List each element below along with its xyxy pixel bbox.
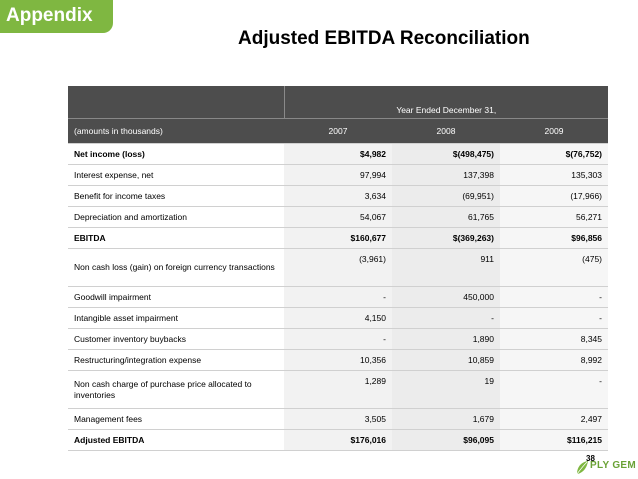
row-value: $(369,263)	[392, 227, 500, 249]
row-value: (3,961)	[284, 248, 392, 287]
row-value: 56,271	[500, 206, 609, 228]
row-label: Non cash loss (gain) on foreign currency…	[68, 248, 284, 287]
table-row: Net income (loss) $4,982 $(498,475) $(76,75…	[68, 143, 609, 165]
row-value: -	[284, 328, 392, 350]
row-value: -	[392, 307, 500, 329]
row-label: Benefit for income taxes	[68, 185, 284, 207]
table-row: EBITDA $160,677 $(369,263) $96,856	[68, 227, 609, 249]
table-row: Intangible asset impairment 4,150- -	[68, 307, 609, 329]
row-label: Goodwill impairment	[68, 286, 284, 308]
row-value: -	[284, 286, 392, 308]
table-header-top: Year Ended December 31,	[68, 86, 609, 119]
year-header: 2007	[284, 118, 392, 144]
table-row: Restructuring/integration expense 10,356 1…	[68, 349, 609, 371]
row-value: 4,150	[284, 307, 392, 329]
section-tab: Appendix	[0, 0, 113, 33]
row-value: (17,966)	[500, 185, 609, 207]
row-value: $96,856	[500, 227, 609, 249]
row-label: Net income (loss)	[68, 143, 284, 165]
row-value: 1,289	[284, 370, 392, 409]
row-label: EBITDA	[68, 227, 284, 249]
header-blank-cell	[68, 86, 285, 119]
row-value: 97,994	[284, 164, 392, 186]
units-label: (amounts in thousands)	[68, 118, 284, 144]
row-value: $160,677	[284, 227, 392, 249]
row-value: (475)	[500, 248, 609, 287]
row-value: 10,859	[392, 349, 500, 371]
row-value: 137,398	[392, 164, 500, 186]
leaf-icon	[576, 461, 588, 475]
table-row: Depreciation and amortization 54,067 61,76…	[68, 206, 609, 228]
table-row: Customer inventory buybacks -1,890 8,345	[68, 328, 609, 350]
year-header: 2009	[500, 118, 609, 144]
row-value: 2,497	[500, 408, 609, 430]
table-row: Management fees 3,505 1,679 2,497	[68, 408, 609, 430]
reconciliation-table: Year Ended December 31, (amounts in thou…	[68, 86, 609, 451]
row-value: $96,095	[392, 429, 500, 451]
page-title: Adjusted EBITDA Reconciliation	[238, 28, 530, 49]
table-row: Non cash loss (gain) on foreign currency…	[68, 248, 609, 287]
company-logo: PLY GEM	[575, 460, 637, 478]
table-header-columns: (amounts in thousands) 2007 2008 2009	[68, 118, 609, 144]
row-value: 3,505	[284, 408, 392, 430]
row-value: 8,992	[500, 349, 609, 371]
row-value: 61,765	[392, 206, 500, 228]
table-row: Non cash charge of purchase price alloca…	[68, 370, 609, 409]
row-value: -	[500, 307, 609, 329]
row-value: 1,679	[392, 408, 500, 430]
logo-text: PLY GEM	[590, 460, 637, 471]
row-value: 8,345	[500, 328, 609, 350]
table-row: Benefit for income taxes 3,634 (69,951) (17…	[68, 185, 609, 207]
row-value: 3,634	[284, 185, 392, 207]
row-value: -	[500, 286, 609, 308]
row-label: Adjusted EBITDA	[68, 429, 284, 451]
row-label: Depreciation and amortization	[68, 206, 284, 228]
row-label: Intangible asset impairment	[68, 307, 284, 329]
row-value: $116,215	[500, 429, 609, 451]
row-label: Non cash charge of purchase price alloca…	[68, 370, 284, 409]
table-row: Interest expense, net 97,994 137,398 135,30…	[68, 164, 609, 186]
year-header: 2008	[392, 118, 500, 144]
header-year-span: Year Ended December 31,	[284, 86, 609, 119]
row-label: Management fees	[68, 408, 284, 430]
row-value: 19	[392, 370, 500, 409]
row-label: Customer inventory buybacks	[68, 328, 284, 350]
row-value: 911	[392, 248, 500, 287]
row-value: (69,951)	[392, 185, 500, 207]
row-value: $(76,752)	[500, 143, 609, 165]
row-value: 1,890	[392, 328, 500, 350]
row-value: -	[500, 370, 609, 409]
page-number: 38	[586, 454, 595, 463]
section-tab-label: Appendix	[6, 5, 93, 26]
row-value: 54,067	[284, 206, 392, 228]
table-row: Adjusted EBITDA $176,016 $96,095 $116,215	[68, 429, 609, 451]
row-value: 10,356	[284, 349, 392, 371]
row-value: $4,982	[284, 143, 392, 165]
table-row: Goodwill impairment -450,000-	[68, 286, 609, 308]
row-value: 135,303	[500, 164, 609, 186]
row-value: $(498,475)	[392, 143, 500, 165]
row-value: 450,000	[392, 286, 500, 308]
row-label: Interest expense, net	[68, 164, 284, 186]
row-value: $176,016	[284, 429, 392, 451]
row-label: Restructuring/integration expense	[68, 349, 284, 371]
